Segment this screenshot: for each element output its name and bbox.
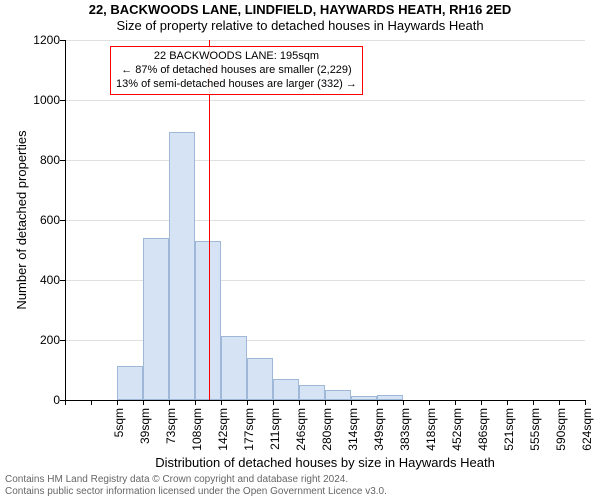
y-axis-line <box>65 40 66 400</box>
ytick-label: 0 <box>30 393 60 407</box>
histogram-bar <box>169 132 195 401</box>
xtick-label: 590sqm <box>554 408 568 458</box>
xtick-label: 314sqm <box>346 408 360 458</box>
histogram-bar <box>143 238 169 400</box>
xtick-label: 5sqm <box>112 408 126 458</box>
xtick-label: 486sqm <box>476 408 490 458</box>
xtick-label: 383sqm <box>398 408 412 458</box>
xtick-label: 246sqm <box>294 408 308 458</box>
annotation-box: 22 BACKWOODS LANE: 195sqm← 87% of detach… <box>110 46 363 95</box>
histogram-bar <box>299 385 325 400</box>
xtick-mark <box>585 400 586 405</box>
y-axis-label: Number of detached properties <box>14 40 29 400</box>
footnote-2: Contains public sector information licen… <box>5 486 387 497</box>
xtick-label: 108sqm <box>190 408 204 458</box>
histogram-bar <box>221 336 247 401</box>
annotation-line: 13% of semi-detached houses are larger (… <box>116 78 357 92</box>
xtick-label: 349sqm <box>372 408 386 458</box>
xtick-label: 555sqm <box>528 408 542 458</box>
ytick-label: 600 <box>30 213 60 227</box>
xtick-label: 418sqm <box>424 408 438 458</box>
plot-area: 0200400600800100012005sqm39sqm73sqm108sq… <box>65 40 585 400</box>
xtick-label: 211sqm <box>268 408 282 458</box>
gridline <box>65 100 585 101</box>
ytick-label: 800 <box>30 153 60 167</box>
histogram-bar <box>325 390 351 401</box>
histogram-bar <box>117 366 143 401</box>
ytick-label: 1000 <box>30 93 60 107</box>
annotation-line: ← 87% of detached houses are smaller (2,… <box>116 64 357 78</box>
ytick-label: 1200 <box>30 33 60 47</box>
xtick-label: 521sqm <box>502 408 516 458</box>
xtick-label: 452sqm <box>450 408 464 458</box>
chart-title: 22, BACKWOODS LANE, LINDFIELD, HAYWARDS … <box>0 2 600 17</box>
histogram-bar <box>247 358 273 400</box>
gridline <box>65 40 585 41</box>
ytick-label: 200 <box>30 333 60 347</box>
histogram-bar <box>273 379 299 400</box>
chart-subtitle: Size of property relative to detached ho… <box>0 18 600 33</box>
ytick-label: 400 <box>30 273 60 287</box>
xtick-label: 280sqm <box>320 408 334 458</box>
gridline <box>65 160 585 161</box>
footnote-1: Contains HM Land Registry data © Crown c… <box>5 474 348 485</box>
xtick-label: 39sqm <box>138 408 152 458</box>
gridline <box>65 220 585 221</box>
xtick-label: 624sqm <box>580 408 594 458</box>
x-axis-line <box>65 400 585 401</box>
xtick-label: 73sqm <box>164 408 178 458</box>
annotation-line: 22 BACKWOODS LANE: 195sqm <box>116 50 357 64</box>
x-axis-label: Distribution of detached houses by size … <box>65 455 585 470</box>
xtick-label: 177sqm <box>242 408 256 458</box>
xtick-label: 142sqm <box>216 408 230 458</box>
